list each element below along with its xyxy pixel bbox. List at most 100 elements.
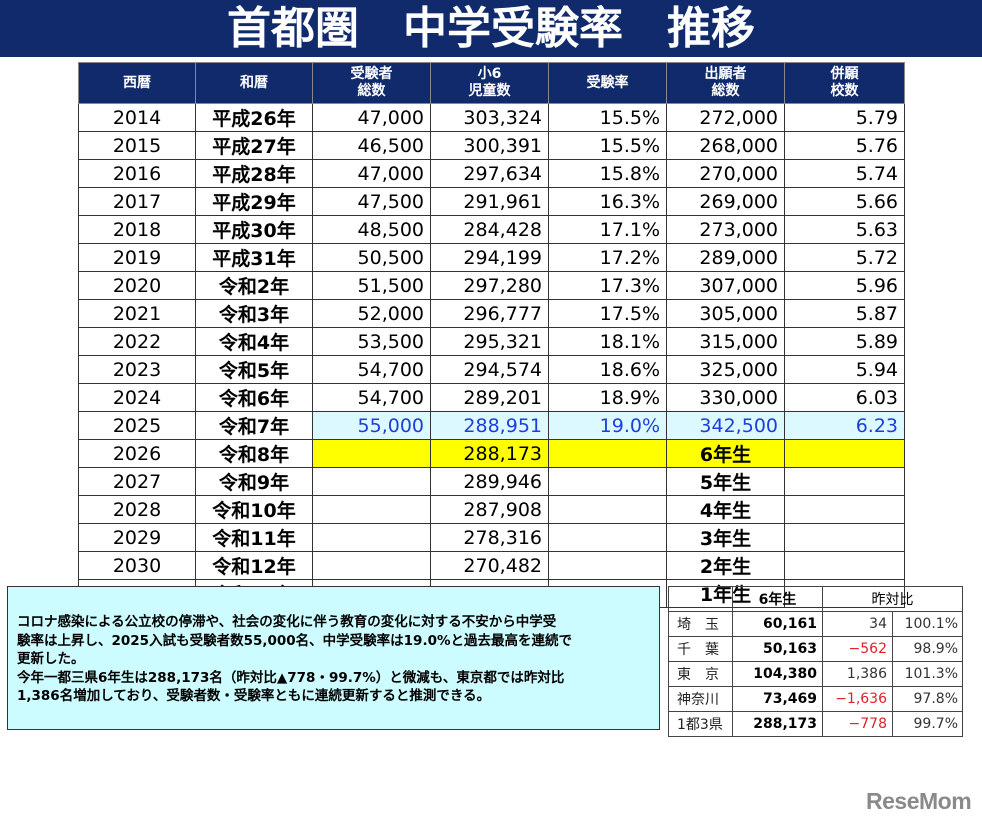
cell-applicants: 325,000	[666, 355, 785, 384]
col-header-seireki: 西暦	[78, 62, 196, 104]
cell-grade6: 297,634	[430, 159, 549, 188]
pref-header-grade6: 6年生	[732, 586, 823, 612]
cell-grade-label: 4年生	[666, 495, 785, 524]
cell-grade6: 297,280	[430, 271, 549, 300]
table-row: 2024 令和6年 54,700 289,201 18.9% 330,000 6.03	[78, 383, 905, 412]
cell-wareki: 令和3年	[195, 299, 313, 328]
cell-year: 2030	[78, 551, 196, 580]
cell-rate: 15.5%	[548, 131, 667, 160]
cell-year: 2016	[78, 159, 196, 188]
cell-year: 2018	[78, 215, 196, 244]
cell-rate: 17.3%	[548, 271, 667, 300]
header-text: 児童数	[468, 83, 511, 99]
pref-grade6: 60,161	[732, 611, 823, 637]
commentary-line: 1,386名増加しており、受験者数・受験率ともに連続更新すると推測できる。	[17, 688, 491, 704]
pref-yoy-diff: −1,636	[822, 686, 893, 712]
cell-rate: 18.6%	[548, 355, 667, 384]
cell-rate	[548, 551, 667, 580]
pref-row: 千 葉 50,163 −562 98.9%	[668, 636, 963, 662]
pref-name: 千 葉	[668, 636, 733, 662]
header-text: 受験率	[586, 74, 629, 91]
cell-applicants: 289,000	[666, 243, 785, 272]
resemom-logo: ReseMom	[866, 788, 972, 814]
cell-wareki: 令和10年	[195, 495, 313, 524]
cell-grade6: 278,316	[430, 523, 549, 552]
pref-row: 埼 玉 60,161 34 100.1%	[668, 611, 963, 637]
cell-schools: 6.23	[784, 411, 905, 440]
cell-wareki: 平成30年	[195, 215, 313, 244]
cell-schools	[784, 495, 905, 524]
cell-schools	[784, 523, 905, 552]
cell-rate: 18.9%	[548, 383, 667, 412]
cell-year: 2023	[78, 355, 196, 384]
pref-yoy-diff: 1,386	[822, 661, 893, 687]
pref-grade6: 50,163	[732, 636, 823, 662]
cell-grade6: 270,482	[430, 551, 549, 580]
cell-year: 2026	[78, 439, 196, 468]
cell-wareki: 平成31年	[195, 243, 313, 272]
table-row: 2021 令和3年 52,000 296,777 17.5% 305,000 5.87	[78, 299, 905, 328]
pref-header-yoy: 昨対比	[822, 586, 963, 612]
cell-wareki: 令和5年	[195, 355, 313, 384]
cell-grade-label: 5年生	[666, 467, 785, 496]
cell-rate: 17.2%	[548, 243, 667, 272]
cell-rate: 15.5%	[548, 103, 667, 132]
cell-schools: 5.72	[784, 243, 905, 272]
cell-wareki: 令和11年	[195, 523, 313, 552]
cell-year: 2024	[78, 383, 196, 412]
table-row-future: 2028 令和10年 287,908 4年生	[78, 495, 905, 524]
table-row-future: 2027 令和9年 289,946 5年生	[78, 467, 905, 496]
header-text: 和暦	[240, 74, 268, 91]
cell-year: 2019	[78, 243, 196, 272]
table-row-future: 2026 令和8年 288,173 6年生	[78, 439, 905, 468]
cell-year: 2028	[78, 495, 196, 524]
col-header-applicants: 出願者 総数	[666, 62, 785, 104]
cell-applicants: 307,000	[666, 271, 785, 300]
cell-schools: 5.96	[784, 271, 905, 300]
commentary-box: コロナ感染による公立校の停滞や、社会の変化に伴う教育の変化に対する不安から中学受…	[7, 586, 660, 730]
cell-schools: 5.89	[784, 327, 905, 356]
cell-wareki: 平成28年	[195, 159, 313, 188]
pref-name: 神奈川	[668, 686, 733, 712]
cell-examinees: 55,000	[312, 411, 431, 440]
cell-wareki: 令和7年	[195, 411, 313, 440]
pref-grade6: 288,173	[732, 711, 823, 737]
col-header-schools: 併願 校数	[784, 62, 905, 104]
cell-examinees	[312, 467, 431, 496]
pref-grade6: 104,380	[732, 661, 823, 687]
cell-rate: 18.1%	[548, 327, 667, 356]
cell-applicants: 342,500	[666, 411, 785, 440]
table-row: 2018 平成30年 48,500 284,428 17.1% 273,000 5.63	[78, 215, 905, 244]
table-row: 2022 令和4年 53,500 295,321 18.1% 315,000 5.89	[78, 327, 905, 356]
cell-schools: 5.63	[784, 215, 905, 244]
col-header-rate: 受験率	[548, 62, 667, 104]
header-text: 総数	[711, 83, 740, 99]
table-row-future: 2030 令和12年 270,482 2年生	[78, 551, 905, 580]
pref-header-row: 6年生 昨対比	[668, 586, 963, 612]
cell-wareki: 令和6年	[195, 383, 313, 412]
pref-yoy-pct: 99.7%	[892, 711, 963, 737]
cell-examinees: 48,500	[312, 215, 431, 244]
cell-grade6: 288,173	[430, 439, 549, 468]
pref-yoy-pct: 100.1%	[892, 611, 963, 637]
cell-year: 2029	[78, 523, 196, 552]
cell-rate	[548, 439, 667, 468]
cell-rate: 15.8%	[548, 159, 667, 188]
cell-examinees: 47,000	[312, 159, 431, 188]
table-row: 2017 平成29年 47,500 291,961 16.3% 269,000 5.66	[78, 187, 905, 216]
cell-schools	[784, 439, 905, 468]
header-text: 西暦	[123, 74, 151, 91]
cell-applicants: 268,000	[666, 131, 785, 160]
col-header-grade6: 小6 児童数	[430, 62, 549, 104]
cell-wareki: 令和12年	[195, 551, 313, 580]
table-row: 2016 平成28年 47,000 297,634 15.8% 270,000 5.74	[78, 159, 905, 188]
cell-rate: 17.1%	[548, 215, 667, 244]
cell-applicants: 273,000	[666, 215, 785, 244]
cell-applicants: 270,000	[666, 159, 785, 188]
cell-applicants: 330,000	[666, 383, 785, 412]
commentary-line: 今年一都三県6年生は288,173名（昨対比▲778・99.7%）と微減も、東京…	[17, 669, 565, 686]
pref-yoy-pct: 98.9%	[892, 636, 963, 662]
cell-rate: 17.5%	[548, 299, 667, 328]
pref-grade6: 73,469	[732, 686, 823, 712]
cell-wareki: 令和8年	[195, 439, 313, 468]
